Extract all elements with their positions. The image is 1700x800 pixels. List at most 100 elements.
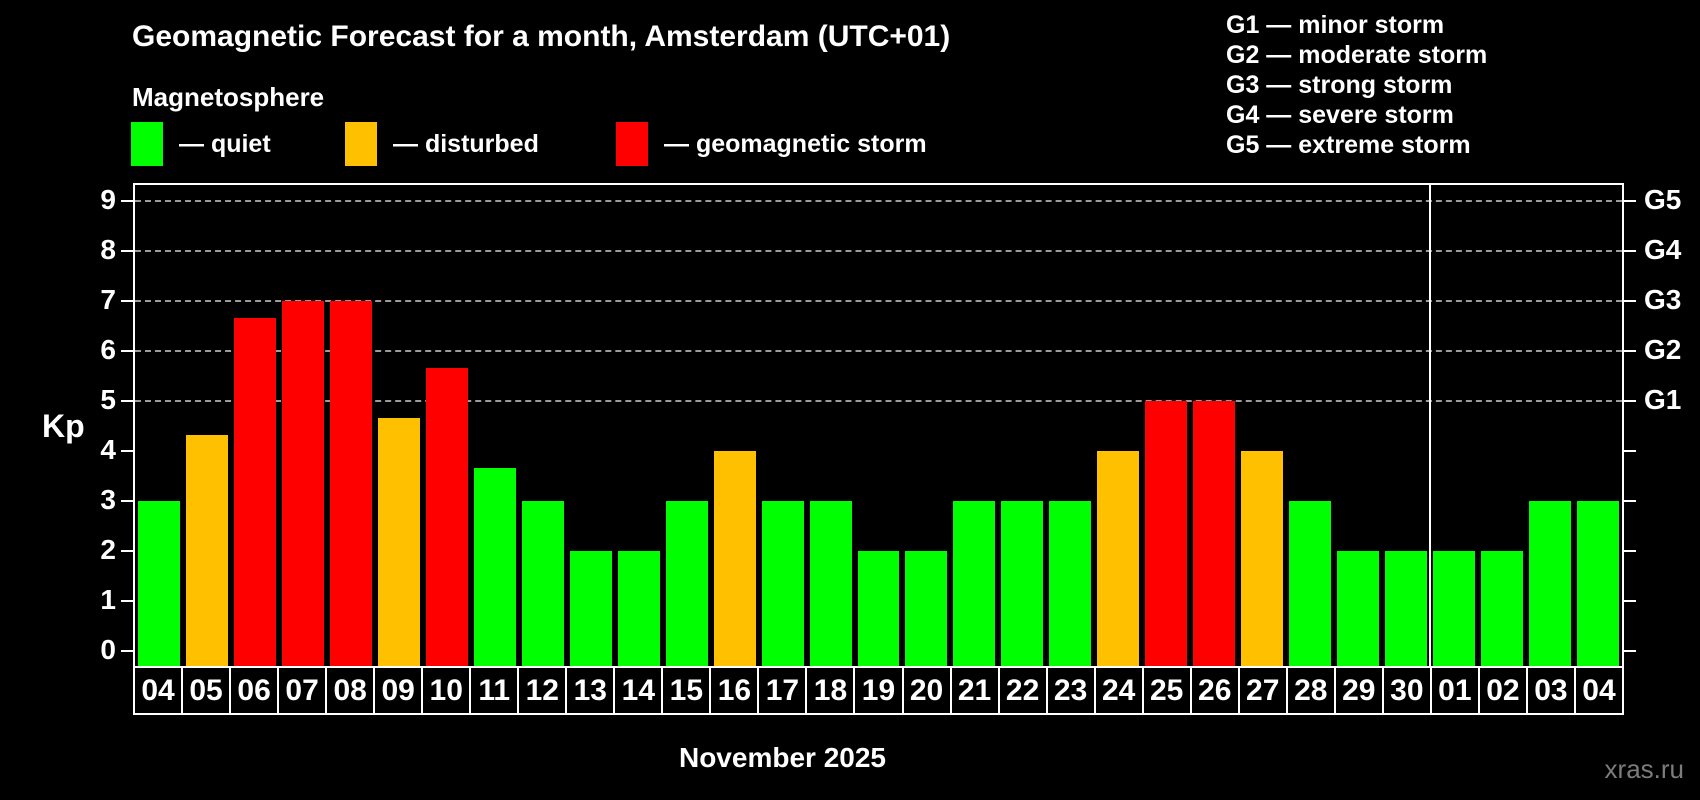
kp-bar-12 [521, 501, 564, 666]
day-label-4-08: 08 [325, 666, 376, 715]
y-tick-left-3 [121, 500, 133, 502]
storm-scale-g1: G1 — minor storm [1226, 11, 1445, 39]
y-tick-label-8: 8 [100, 234, 116, 265]
kp-bar-08 [329, 301, 372, 666]
gridline-kp6 [135, 350, 1622, 352]
day-label-29-03: 03 [1525, 666, 1576, 715]
y-tick-label-2: 2 [100, 534, 116, 565]
day-label-26-30: 30 [1381, 666, 1432, 715]
kp-bar-18 [809, 501, 852, 666]
day-label-24-28: 28 [1285, 666, 1336, 715]
month-label: November 2025 [678, 742, 886, 773]
legend-label-storm: — geomagnetic storm [664, 129, 927, 158]
day-label-18-22: 22 [997, 666, 1048, 715]
page-title: Geomagnetic Forecast for a month, Amster… [132, 20, 951, 53]
y-tick-left-1 [121, 600, 133, 602]
day-label-23-27: 27 [1237, 666, 1288, 715]
g-level-label-g4: G4 [1644, 234, 1682, 265]
day-label-6-10: 10 [421, 666, 472, 715]
y-tick-label-5: 5 [100, 384, 116, 415]
day-label-30-04: 04 [1573, 666, 1624, 715]
kp-bar-16 [713, 451, 756, 666]
kp-bar-04 [138, 501, 180, 666]
storm-color-swatch [616, 122, 648, 166]
day-label-7-11: 11 [469, 666, 520, 715]
day-label-2-06: 06 [229, 666, 280, 715]
legend-item-disturbed: — disturbed [345, 121, 539, 167]
y-tick-left-6 [121, 350, 133, 352]
kp-bar-19 [857, 551, 900, 666]
g-level-label-g2: G2 [1644, 334, 1682, 365]
y-tick-right-1 [1624, 600, 1636, 602]
month-separator-line [1429, 185, 1432, 666]
y-tick-left-4 [121, 450, 133, 452]
kp-bar-20 [905, 551, 948, 666]
storm-scale-g4: G4 — severe storm [1226, 101, 1454, 129]
disturbed-color-swatch [345, 122, 377, 166]
kp-bar-01 [1433, 551, 1476, 666]
kp-bar-24 [1097, 451, 1140, 666]
storm-scale-g3: G3 — strong storm [1226, 71, 1453, 99]
day-label-12-16: 16 [709, 666, 760, 715]
y-tick-right-4 [1624, 450, 1636, 452]
day-label-10-14: 14 [613, 666, 664, 715]
storm-scale-g5: G5 — extreme storm [1226, 131, 1471, 159]
kp-bar-22 [1001, 501, 1044, 666]
kp-bar-11 [473, 467, 516, 666]
kp-bar-06 [233, 317, 276, 666]
kp-bar-10 [425, 367, 468, 666]
day-label-28-02: 02 [1477, 666, 1528, 715]
day-label-15-19: 19 [853, 666, 904, 715]
legend-item-quiet: — quiet [131, 121, 271, 167]
y-tick-right-0 [1624, 650, 1636, 652]
y-tick-right-2 [1624, 550, 1636, 552]
kp-bar-02 [1481, 551, 1524, 666]
y-tick-label-9: 9 [100, 184, 116, 215]
y-tick-left-5 [121, 400, 133, 402]
day-label-22-26: 26 [1189, 666, 1240, 715]
kp-bar-04 [1577, 501, 1619, 666]
kp-bar-26 [1193, 401, 1236, 666]
gridline-kp9 [135, 200, 1622, 202]
kp-bar-15 [665, 501, 708, 666]
storm-scale-legend: G1 — minor storm G2 — moderate storm G3 … [1226, 10, 1487, 160]
day-label-27-01: 01 [1429, 666, 1480, 715]
y-tick-label-0: 0 [100, 634, 116, 665]
g-level-label-g3: G3 [1644, 284, 1682, 315]
day-label-9-13: 13 [565, 666, 616, 715]
kp-bar-27 [1241, 451, 1284, 666]
kp-bar-23 [1049, 501, 1092, 666]
kp-bar-21 [953, 501, 996, 666]
y-tick-right-6 [1624, 350, 1636, 352]
y-tick-label-1: 1 [100, 584, 116, 615]
day-label-17-21: 21 [949, 666, 1000, 715]
day-label-13-17: 17 [757, 666, 808, 715]
gridline-kp5 [135, 400, 1622, 402]
y-tick-right-8 [1624, 250, 1636, 252]
legend-label-disturbed: — disturbed [393, 129, 539, 158]
kp-bar-28 [1289, 501, 1332, 666]
y-tick-left-7 [121, 300, 133, 302]
gridline-kp7 [135, 300, 1622, 302]
day-label-8-12: 12 [517, 666, 568, 715]
y-axis-title: Kp [42, 408, 85, 444]
y-tick-left-9 [121, 200, 133, 202]
x-axis-day-labels: 04 05 06 07 08 09 10 11 12 13 14 15 16 17 18 19 20 21 22 23… [133, 666, 1624, 715]
kp-bar-25 [1145, 401, 1188, 666]
y-tick-label-3: 3 [100, 484, 116, 515]
kp-bar-09 [377, 417, 420, 666]
day-label-14-18: 18 [805, 666, 856, 715]
legend-label-quiet: — quiet [179, 129, 271, 158]
g-level-label-g5: G5 [1644, 184, 1682, 215]
kp-bar-07 [281, 301, 324, 666]
g-level-label-g1: G1 [1644, 384, 1682, 415]
kp-bar-17 [761, 501, 804, 666]
y-tick-right-5 [1624, 400, 1636, 402]
day-label-11-15: 15 [661, 666, 712, 715]
kp-bar-03 [1529, 501, 1572, 666]
day-label-5-09: 09 [373, 666, 424, 715]
quiet-color-swatch [131, 122, 163, 166]
storm-scale-g2: G2 — moderate storm [1226, 41, 1488, 69]
chart-subtitle: Magnetosphere [132, 82, 325, 112]
day-label-19-23: 23 [1045, 666, 1096, 715]
